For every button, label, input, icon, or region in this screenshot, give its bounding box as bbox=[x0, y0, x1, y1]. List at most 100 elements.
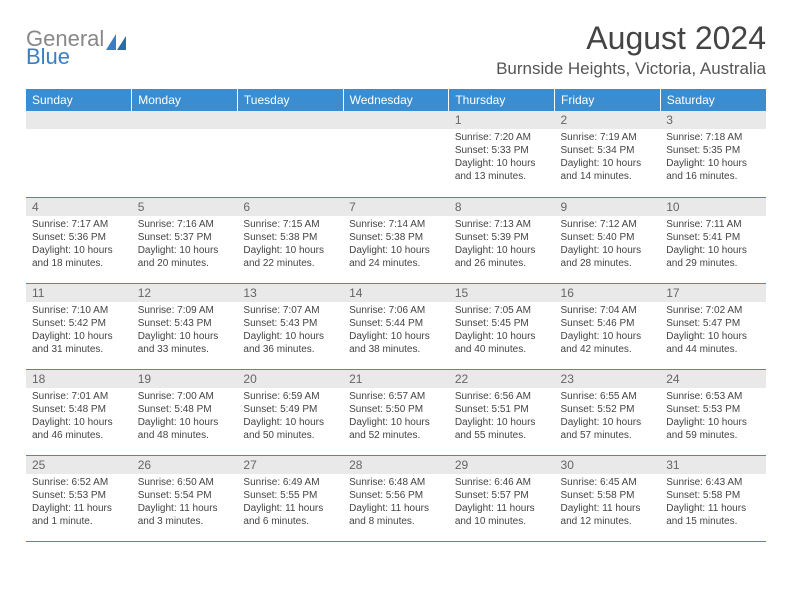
daylight-line: Daylight: 11 hours and 6 minutes. bbox=[243, 502, 337, 528]
sunset-line: Sunset: 5:48 PM bbox=[32, 403, 126, 416]
day-number: 18 bbox=[26, 370, 132, 388]
day-cell: 7Sunrise: 7:14 AMSunset: 5:38 PMDaylight… bbox=[343, 197, 449, 283]
sunset-line: Sunset: 5:46 PM bbox=[561, 317, 655, 330]
daylight-line: Daylight: 11 hours and 12 minutes. bbox=[561, 502, 655, 528]
empty-cell bbox=[343, 111, 449, 197]
sunrise-line: Sunrise: 7:15 AM bbox=[243, 218, 337, 231]
sunset-line: Sunset: 5:55 PM bbox=[243, 489, 337, 502]
day-number: 14 bbox=[343, 284, 449, 302]
day-body: Sunrise: 7:16 AMSunset: 5:37 PMDaylight:… bbox=[132, 216, 238, 274]
dayheader-sunday: Sunday bbox=[26, 89, 132, 111]
day-cell: 26Sunrise: 6:50 AMSunset: 5:54 PMDayligh… bbox=[132, 455, 238, 541]
daylight-line: Daylight: 10 hours and 28 minutes. bbox=[561, 244, 655, 270]
sunset-line: Sunset: 5:47 PM bbox=[666, 317, 760, 330]
daylight-line: Daylight: 10 hours and 36 minutes. bbox=[243, 330, 337, 356]
day-body bbox=[343, 129, 449, 135]
sunrise-line: Sunrise: 6:55 AM bbox=[561, 390, 655, 403]
day-cell: 19Sunrise: 7:00 AMSunset: 5:48 PMDayligh… bbox=[132, 369, 238, 455]
day-body: Sunrise: 7:19 AMSunset: 5:34 PMDaylight:… bbox=[555, 129, 661, 187]
day-number: 29 bbox=[449, 456, 555, 474]
sunset-line: Sunset: 5:33 PM bbox=[455, 144, 549, 157]
day-body: Sunrise: 7:15 AMSunset: 5:38 PMDaylight:… bbox=[237, 216, 343, 274]
day-body: Sunrise: 7:11 AMSunset: 5:41 PMDaylight:… bbox=[660, 216, 766, 274]
day-cell: 21Sunrise: 6:57 AMSunset: 5:50 PMDayligh… bbox=[343, 369, 449, 455]
sunset-line: Sunset: 5:51 PM bbox=[455, 403, 549, 416]
sunrise-line: Sunrise: 6:48 AM bbox=[349, 476, 443, 489]
sunrise-line: Sunrise: 7:07 AM bbox=[243, 304, 337, 317]
day-body bbox=[26, 129, 132, 135]
sunrise-line: Sunrise: 6:53 AM bbox=[666, 390, 760, 403]
empty-cell bbox=[132, 111, 238, 197]
day-number: 30 bbox=[555, 456, 661, 474]
day-number: 23 bbox=[555, 370, 661, 388]
day-body: Sunrise: 7:05 AMSunset: 5:45 PMDaylight:… bbox=[449, 302, 555, 360]
sunset-line: Sunset: 5:53 PM bbox=[32, 489, 126, 502]
day-number: 24 bbox=[660, 370, 766, 388]
sunrise-line: Sunrise: 6:49 AM bbox=[243, 476, 337, 489]
daylight-line: Daylight: 10 hours and 31 minutes. bbox=[32, 330, 126, 356]
sunrise-line: Sunrise: 7:01 AM bbox=[32, 390, 126, 403]
day-number: 7 bbox=[343, 198, 449, 216]
daylight-line: Daylight: 10 hours and 59 minutes. bbox=[666, 416, 760, 442]
day-cell: 9Sunrise: 7:12 AMSunset: 5:40 PMDaylight… bbox=[555, 197, 661, 283]
sunset-line: Sunset: 5:58 PM bbox=[666, 489, 760, 502]
day-body: Sunrise: 7:09 AMSunset: 5:43 PMDaylight:… bbox=[132, 302, 238, 360]
sunrise-line: Sunrise: 7:18 AM bbox=[666, 131, 760, 144]
daylight-line: Daylight: 10 hours and 46 minutes. bbox=[32, 416, 126, 442]
brand-sail-icon bbox=[106, 34, 126, 50]
empty-cell bbox=[26, 111, 132, 197]
day-cell: 5Sunrise: 7:16 AMSunset: 5:37 PMDaylight… bbox=[132, 197, 238, 283]
sunset-line: Sunset: 5:38 PM bbox=[243, 231, 337, 244]
sunset-line: Sunset: 5:52 PM bbox=[561, 403, 655, 416]
week-row: 18Sunrise: 7:01 AMSunset: 5:48 PMDayligh… bbox=[26, 369, 766, 455]
day-cell: 27Sunrise: 6:49 AMSunset: 5:55 PMDayligh… bbox=[237, 455, 343, 541]
day-cell: 3Sunrise: 7:18 AMSunset: 5:35 PMDaylight… bbox=[660, 111, 766, 197]
sunrise-line: Sunrise: 7:10 AM bbox=[32, 304, 126, 317]
day-number: 12 bbox=[132, 284, 238, 302]
day-body: Sunrise: 6:50 AMSunset: 5:54 PMDaylight:… bbox=[132, 474, 238, 532]
day-body: Sunrise: 7:17 AMSunset: 5:36 PMDaylight:… bbox=[26, 216, 132, 274]
day-number: 20 bbox=[237, 370, 343, 388]
daylight-line: Daylight: 11 hours and 1 minute. bbox=[32, 502, 126, 528]
day-cell: 11Sunrise: 7:10 AMSunset: 5:42 PMDayligh… bbox=[26, 283, 132, 369]
day-body: Sunrise: 7:20 AMSunset: 5:33 PMDaylight:… bbox=[449, 129, 555, 187]
day-cell: 18Sunrise: 7:01 AMSunset: 5:48 PMDayligh… bbox=[26, 369, 132, 455]
sunset-line: Sunset: 5:42 PM bbox=[32, 317, 126, 330]
sunset-line: Sunset: 5:36 PM bbox=[32, 231, 126, 244]
day-cell: 14Sunrise: 7:06 AMSunset: 5:44 PMDayligh… bbox=[343, 283, 449, 369]
day-cell: 10Sunrise: 7:11 AMSunset: 5:41 PMDayligh… bbox=[660, 197, 766, 283]
day-number: 22 bbox=[449, 370, 555, 388]
daylight-line: Daylight: 10 hours and 50 minutes. bbox=[243, 416, 337, 442]
daylight-line: Daylight: 10 hours and 24 minutes. bbox=[349, 244, 443, 270]
sunrise-line: Sunrise: 7:13 AM bbox=[455, 218, 549, 231]
sunrise-line: Sunrise: 7:20 AM bbox=[455, 131, 549, 144]
sunrise-line: Sunrise: 7:04 AM bbox=[561, 304, 655, 317]
day-number: 6 bbox=[237, 198, 343, 216]
sunset-line: Sunset: 5:49 PM bbox=[243, 403, 337, 416]
sunrise-line: Sunrise: 7:05 AM bbox=[455, 304, 549, 317]
daylight-line: Daylight: 11 hours and 3 minutes. bbox=[138, 502, 232, 528]
day-cell: 23Sunrise: 6:55 AMSunset: 5:52 PMDayligh… bbox=[555, 369, 661, 455]
day-body: Sunrise: 7:01 AMSunset: 5:48 PMDaylight:… bbox=[26, 388, 132, 446]
day-number: 11 bbox=[26, 284, 132, 302]
sunrise-line: Sunrise: 7:16 AM bbox=[138, 218, 232, 231]
week-row: 11Sunrise: 7:10 AMSunset: 5:42 PMDayligh… bbox=[26, 283, 766, 369]
sunrise-line: Sunrise: 7:17 AM bbox=[32, 218, 126, 231]
day-body: Sunrise: 7:07 AMSunset: 5:43 PMDaylight:… bbox=[237, 302, 343, 360]
sunrise-line: Sunrise: 7:09 AM bbox=[138, 304, 232, 317]
day-cell: 6Sunrise: 7:15 AMSunset: 5:38 PMDaylight… bbox=[237, 197, 343, 283]
day-body: Sunrise: 7:10 AMSunset: 5:42 PMDaylight:… bbox=[26, 302, 132, 360]
dayheader-monday: Monday bbox=[132, 89, 238, 111]
day-number: 2 bbox=[555, 111, 661, 129]
day-number bbox=[343, 111, 449, 129]
sunrise-line: Sunrise: 6:50 AM bbox=[138, 476, 232, 489]
day-number: 8 bbox=[449, 198, 555, 216]
dayheader-wednesday: Wednesday bbox=[343, 89, 449, 111]
day-cell: 8Sunrise: 7:13 AMSunset: 5:39 PMDaylight… bbox=[449, 197, 555, 283]
day-cell: 29Sunrise: 6:46 AMSunset: 5:57 PMDayligh… bbox=[449, 455, 555, 541]
daylight-line: Daylight: 10 hours and 29 minutes. bbox=[666, 244, 760, 270]
daylight-line: Daylight: 10 hours and 18 minutes. bbox=[32, 244, 126, 270]
day-number bbox=[26, 111, 132, 129]
day-body: Sunrise: 7:13 AMSunset: 5:39 PMDaylight:… bbox=[449, 216, 555, 274]
month-title: August 2024 bbox=[496, 20, 766, 57]
